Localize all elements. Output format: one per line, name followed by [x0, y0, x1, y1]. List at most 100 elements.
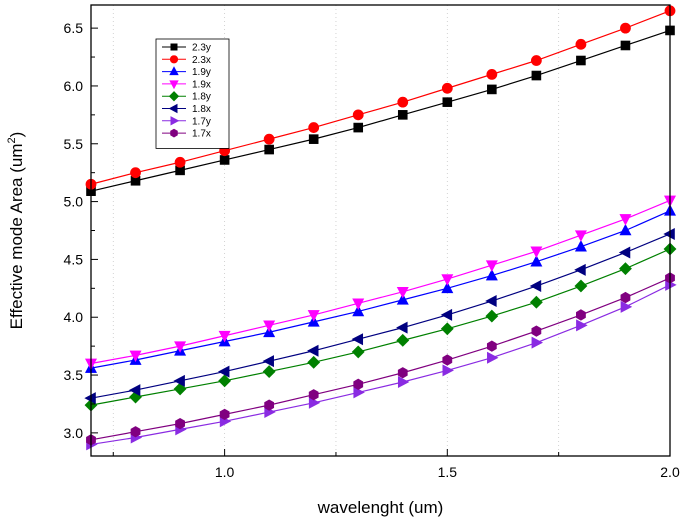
data-point [219, 408, 230, 421]
series-line [90, 277, 671, 441]
data-point [574, 230, 587, 242]
data-point [130, 167, 141, 179]
data-point [264, 399, 275, 411]
data-point [307, 344, 319, 357]
data-point [396, 293, 409, 305]
x-tick-label: 1.5 [438, 464, 458, 480]
data-point [574, 279, 588, 293]
legend-marker [169, 55, 179, 64]
data-point [397, 375, 410, 388]
data-point [308, 134, 319, 144]
series-line [90, 10, 671, 185]
y-tick-label: 6.5 [64, 20, 84, 36]
data-point [618, 246, 631, 259]
legend-label: 1.7x [192, 129, 211, 140]
data-point [619, 214, 632, 226]
data-point [574, 263, 586, 276]
data-point [531, 325, 542, 337]
legend-marker [169, 66, 179, 76]
data-point [173, 374, 185, 387]
data-point [485, 295, 497, 308]
data-point [130, 426, 141, 438]
legend-label: 1.8y [192, 92, 211, 103]
data-point [308, 122, 320, 133]
axis-layer: 1.0 1.5 2.0 3.0 3.5 4.0 4.5 5.0 5.5 6.0 6.5 [64, 20, 680, 480]
legend-marker [169, 80, 179, 90]
data-point [487, 351, 499, 364]
legend-marker [170, 116, 180, 126]
data-point [263, 320, 276, 332]
data-point [397, 110, 408, 120]
data-point [218, 330, 231, 343]
data-point [217, 365, 230, 378]
data-point [353, 386, 365, 399]
data-point [396, 333, 410, 347]
data-point [307, 310, 320, 322]
series-line [90, 248, 671, 406]
data-point [175, 417, 185, 430]
data-point [262, 365, 276, 379]
x-axis-title: wavelenght (um) [317, 498, 444, 517]
data-point [307, 355, 321, 369]
series-1.8x [84, 227, 675, 405]
legend-label: 1.7y [192, 116, 211, 127]
data-point [620, 291, 631, 304]
data-point [619, 223, 632, 236]
data-point [351, 345, 365, 359]
data-point [530, 55, 542, 66]
y-tick-label: 5.0 [64, 194, 84, 210]
data-point [351, 333, 364, 346]
data-point [486, 340, 497, 352]
data-point [308, 389, 319, 401]
legend-marker [170, 128, 178, 138]
data-point [173, 382, 187, 396]
data-point [529, 295, 543, 309]
data-point [620, 300, 633, 313]
data-point [575, 38, 587, 50]
data-point [129, 350, 142, 363]
data-point [486, 68, 498, 80]
legend-marker [170, 43, 178, 51]
y-axis-title-main: Effective mode Area (um [7, 143, 26, 329]
data-point [353, 122, 364, 133]
legend: 2.3y2.3x1.9y1.9x 1.8y1.8x1.7y 1.7x [155, 38, 230, 149]
series-line [90, 199, 671, 365]
legend-label: 1.9x [192, 79, 211, 90]
data-point [128, 384, 141, 397]
data-point [174, 156, 186, 168]
data-point [442, 97, 453, 107]
data-point [353, 378, 364, 390]
legend-box [155, 38, 230, 149]
y-axis-title-sup: 2 [6, 137, 18, 143]
x-tick-label: 2.0 [660, 464, 680, 480]
series-1.9x [85, 195, 676, 371]
data-point [396, 321, 408, 334]
y-tick-label: 4.0 [64, 309, 84, 325]
data-point [440, 322, 454, 336]
data-point [442, 354, 453, 366]
data-point [262, 355, 274, 368]
data-point [663, 227, 675, 240]
y-tick-label: 3.5 [64, 367, 84, 383]
data-point [174, 341, 187, 353]
y-axis-title: Effective mode Area (um2) [6, 132, 26, 330]
data-point [530, 255, 543, 267]
y-axis-title-end: ) [7, 132, 26, 138]
data-point [620, 40, 631, 51]
data-point [441, 82, 453, 94]
data-point [620, 22, 631, 34]
data-point [574, 240, 587, 252]
y-tick-label: 3.0 [64, 425, 84, 441]
series-line [90, 210, 671, 369]
data-point [576, 319, 588, 332]
data-point [396, 286, 409, 299]
data-point [263, 133, 275, 145]
data-point [619, 262, 632, 276]
data-point [441, 281, 454, 294]
series-1.7y [86, 278, 677, 451]
data-point [441, 274, 454, 286]
series-line [90, 284, 671, 446]
legend-label: 2.3y [192, 43, 211, 54]
legend-label: 1.9y [192, 67, 211, 78]
